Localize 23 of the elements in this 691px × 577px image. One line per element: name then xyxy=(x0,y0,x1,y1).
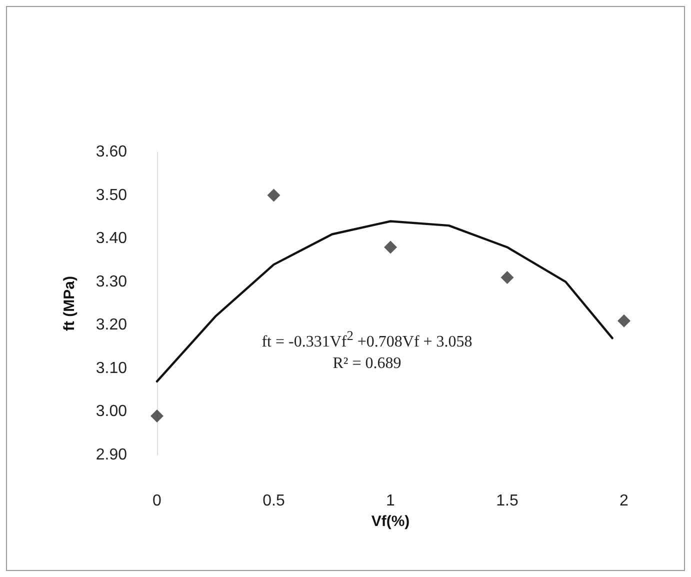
y-tick-label: 3.60 xyxy=(96,144,128,160)
y-tick-label: 3.20 xyxy=(96,316,128,334)
line-series xyxy=(156,220,614,383)
x-axis-title: Vf(%) xyxy=(371,512,410,530)
y-tick-label: 3.50 xyxy=(96,186,128,204)
x-tick-label: 0.5 xyxy=(262,492,285,510)
y-axis-title: ft (MPa) xyxy=(61,276,78,331)
y-tick-label: 3.00 xyxy=(96,403,128,420)
y-tick-label: 3.40 xyxy=(96,230,128,248)
point xyxy=(618,314,630,328)
point xyxy=(267,188,280,202)
annotation: ft = -0.331Vf$^{2}$ +0.708Vf + 3.058 xyxy=(260,327,474,352)
x-tick-label: 0 xyxy=(152,492,162,510)
y-tick-label: 2.90 xyxy=(96,446,128,464)
x-tick-label: 2 xyxy=(620,492,629,510)
point xyxy=(500,271,514,284)
annotation: R² = 0.689 xyxy=(332,354,402,374)
y-tick-label: 3.30 xyxy=(96,273,128,290)
point xyxy=(384,240,397,254)
x-tick-label: 1 xyxy=(386,492,396,510)
y-tick-label: 3.10 xyxy=(96,360,128,377)
point xyxy=(150,410,164,423)
x-tick-label: 1.5 xyxy=(496,492,518,510)
